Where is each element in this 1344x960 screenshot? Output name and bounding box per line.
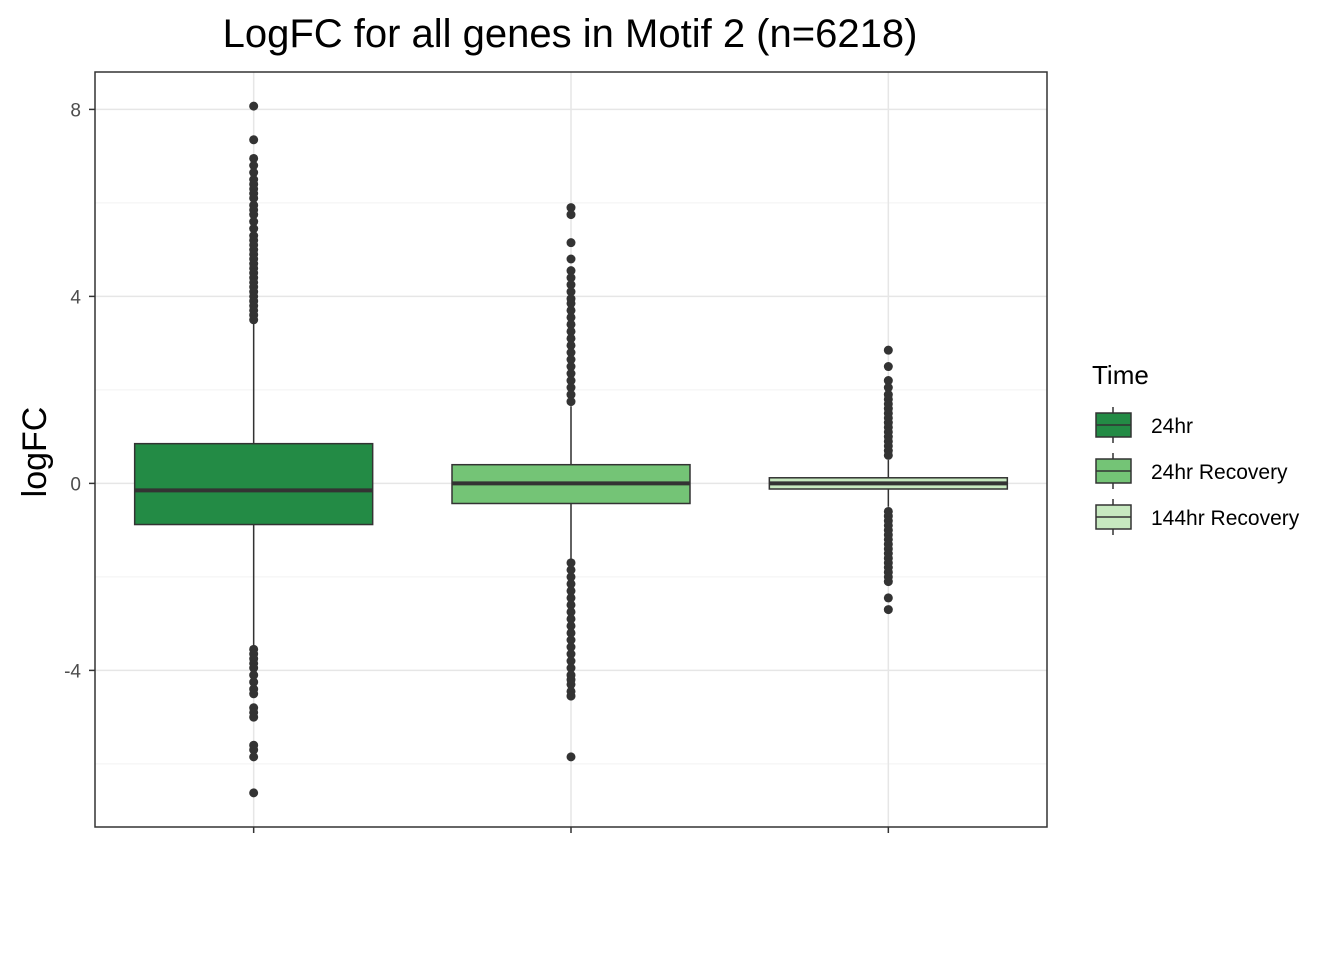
- outlier-point: [566, 642, 576, 652]
- outlier-point: [883, 593, 893, 603]
- outlier-point: [249, 210, 259, 220]
- outlier-point: [249, 315, 259, 325]
- outlier-point: [566, 572, 576, 582]
- outlier-point: [566, 355, 576, 365]
- legend-label: 144hr Recovery: [1151, 507, 1300, 530]
- outlier-point: [249, 217, 259, 227]
- box-plots: [133, 101, 1009, 798]
- outlier-point: [566, 600, 576, 610]
- outlier-point: [883, 450, 893, 460]
- outlier-point: [249, 160, 259, 170]
- outlier-point: [249, 663, 259, 673]
- x-axis: [252, 827, 890, 833]
- outlier-point: [566, 649, 576, 659]
- outlier-point: [883, 376, 893, 386]
- y-tick-label: 8: [70, 100, 81, 121]
- outlier-point: [566, 628, 576, 638]
- outlier-point: [566, 593, 576, 603]
- box-24hr-recovery: [451, 203, 691, 762]
- outlier-point: [249, 193, 259, 203]
- legend-label: 24hr: [1151, 415, 1193, 438]
- box-24hr: [133, 101, 374, 798]
- legend-item: 24hr: [1095, 407, 1193, 443]
- legend-item: 24hr Recovery: [1095, 453, 1288, 489]
- outlier-point: [566, 397, 576, 407]
- outlier-point: [566, 635, 576, 645]
- outlier-point: [566, 312, 576, 322]
- outlier-point: [249, 752, 259, 762]
- outlier-point: [249, 135, 259, 145]
- legend-item: 144hr Recovery: [1095, 499, 1300, 535]
- outlier-point: [883, 605, 893, 615]
- outlier-point: [566, 305, 576, 315]
- outlier-point: [566, 203, 576, 213]
- outlier-point: [566, 347, 576, 357]
- outlier-point: [249, 168, 259, 178]
- outlier-point: [566, 319, 576, 329]
- outlier-point: [566, 607, 576, 617]
- legend-title: Time: [1092, 360, 1149, 390]
- outlier-point: [249, 712, 259, 722]
- outlier-point: [566, 210, 576, 220]
- outlier-point: [566, 266, 576, 276]
- y-tick-label: 4: [70, 287, 81, 308]
- outlier-point: [566, 752, 576, 762]
- outlier-point: [249, 670, 259, 680]
- outlier-point: [566, 614, 576, 624]
- outlier-point: [566, 558, 576, 568]
- outlier-point: [566, 369, 576, 379]
- outlier-point: [249, 153, 259, 163]
- outlier-point: [566, 273, 576, 283]
- outlier-point: [883, 577, 893, 587]
- outlier-point: [566, 280, 576, 290]
- outlier-point: [566, 621, 576, 631]
- y-axis: -4 0 4 8: [64, 100, 95, 682]
- y-axis-title: logFC: [16, 407, 54, 498]
- outlier-point: [566, 383, 576, 393]
- outlier-point: [566, 326, 576, 336]
- outlier-point: [249, 101, 259, 111]
- outlier-point: [566, 579, 576, 589]
- outlier-point: [566, 691, 576, 701]
- outlier-point: [566, 656, 576, 666]
- outlier-point: [566, 287, 576, 297]
- outlier-point: [566, 298, 576, 308]
- outlier-point: [883, 362, 893, 372]
- outlier-point: [249, 745, 259, 755]
- y-tick-label: -4: [64, 661, 81, 682]
- outlier-point: [566, 340, 576, 350]
- outlier-point: [566, 565, 576, 575]
- outlier-point: [566, 254, 576, 264]
- outlier-point: [566, 376, 576, 386]
- legend: Time 24hr 24hr Recovery 144hr Recovery: [1092, 360, 1300, 535]
- box-iqr: [133, 442, 374, 526]
- outlier-point: [566, 238, 576, 248]
- outlier-point: [566, 390, 576, 400]
- outlier-point: [566, 679, 576, 689]
- outlier-point: [249, 677, 259, 687]
- y-tick-label: 0: [70, 474, 81, 495]
- outlier-point: [566, 663, 576, 673]
- chart-title: LogFC for all genes in Motif 2 (n=6218): [223, 12, 918, 56]
- outlier-point: [566, 586, 576, 596]
- outlier-point: [249, 224, 259, 234]
- outlier-point: [883, 345, 893, 355]
- outlier-point: [249, 689, 259, 699]
- outlier-point: [249, 788, 259, 798]
- legend-label: 24hr Recovery: [1151, 461, 1288, 484]
- outlier-point: [566, 333, 576, 343]
- box-144hr-recovery: [768, 345, 1009, 615]
- outlier-point: [883, 383, 893, 393]
- outlier-point: [566, 362, 576, 372]
